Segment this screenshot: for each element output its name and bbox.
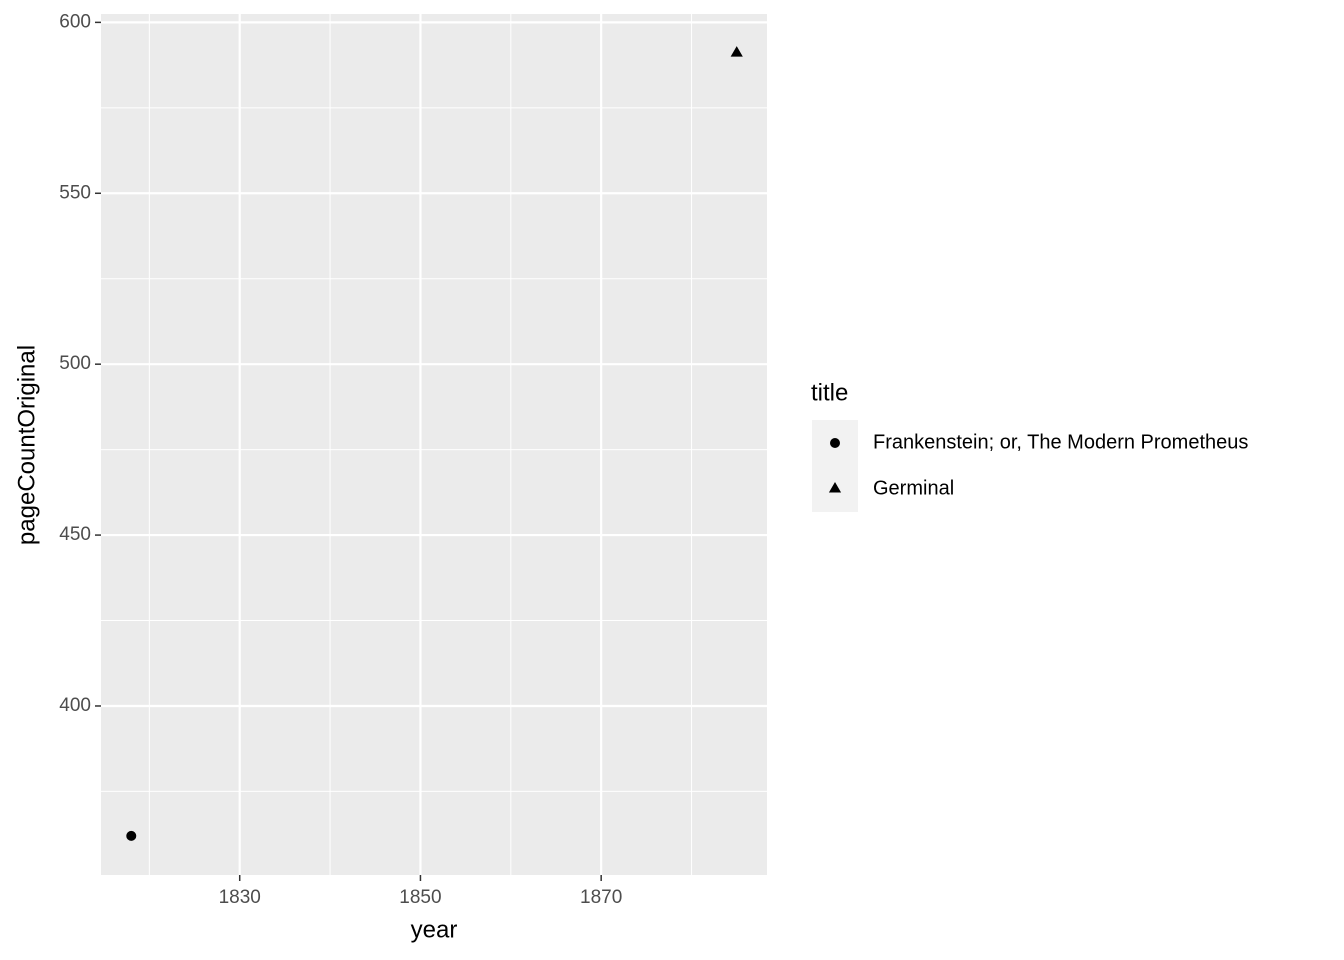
x-tick-label: 1850	[399, 887, 441, 908]
y-tick-label: 450	[59, 524, 91, 545]
x-tick-label: 1870	[580, 887, 622, 908]
point	[730, 46, 743, 57]
legend-label: Frankenstein; or, The Modern Prometheus	[873, 431, 1248, 453]
x-axis-title: year	[411, 916, 458, 943]
y-axis-title: pageCountOriginal	[13, 345, 40, 545]
x-tick-label: 1830	[219, 887, 261, 908]
legend-label: Germinal	[873, 477, 954, 499]
legend-symbol	[830, 438, 840, 448]
legend-symbol	[828, 482, 842, 493]
y-tick-label: 550	[59, 182, 91, 203]
point	[126, 830, 137, 841]
legend-title: title	[811, 379, 848, 406]
panel	[101, 14, 767, 875]
y-tick-label: 400	[59, 695, 91, 716]
y-tick-label: 500	[59, 353, 91, 374]
y-tick-label: 600	[59, 11, 91, 32]
